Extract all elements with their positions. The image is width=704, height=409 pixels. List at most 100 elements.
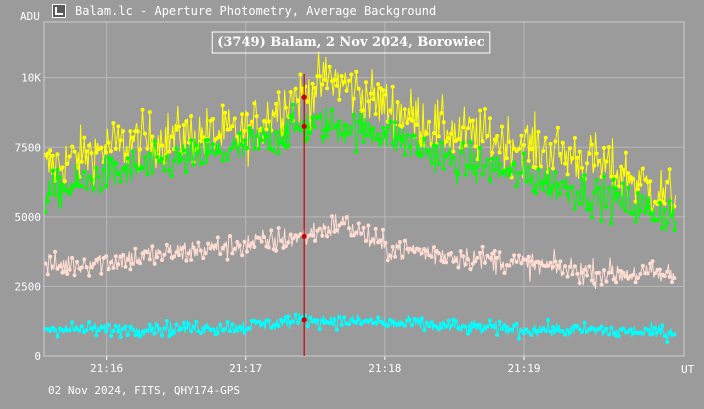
data-point	[286, 240, 291, 245]
data-point	[497, 161, 502, 166]
data-point	[65, 161, 70, 166]
data-point	[356, 119, 361, 124]
data-point	[228, 127, 232, 132]
data-point	[164, 154, 169, 159]
data-point	[109, 157, 113, 162]
data-point	[317, 114, 322, 119]
data-point	[310, 115, 315, 120]
data-point	[575, 324, 580, 329]
data-point	[225, 320, 230, 324]
data-point	[126, 257, 130, 262]
data-point	[514, 321, 519, 326]
data-point	[48, 254, 53, 259]
data-point	[230, 124, 235, 129]
data-point	[563, 185, 568, 190]
data-point	[531, 262, 536, 267]
data-point	[351, 112, 356, 117]
data-point	[650, 331, 655, 336]
data-point	[580, 177, 585, 181]
data-point	[434, 324, 439, 329]
data-point	[427, 148, 432, 152]
data-point	[174, 250, 179, 255]
data-point	[104, 254, 109, 259]
data-point	[405, 121, 410, 125]
data-point	[524, 327, 529, 332]
data-point	[497, 150, 502, 155]
data-point	[317, 327, 322, 331]
data-point	[87, 320, 92, 324]
data-point	[356, 86, 361, 91]
data-point	[89, 265, 94, 269]
data-point	[196, 149, 201, 154]
data-point	[439, 325, 444, 330]
data-point	[162, 326, 167, 331]
data-point	[497, 250, 502, 255]
data-point	[106, 322, 111, 327]
data-point	[572, 206, 577, 211]
data-point	[94, 333, 99, 338]
data-point	[458, 327, 463, 332]
data-point	[257, 146, 262, 151]
data-point	[665, 340, 670, 344]
data-point	[645, 327, 650, 332]
data-point	[330, 321, 334, 326]
data-point	[529, 177, 534, 182]
data-point	[96, 328, 101, 333]
data-point	[220, 245, 225, 250]
data-point	[223, 327, 228, 332]
cursor-marker	[301, 123, 307, 129]
data-point	[599, 219, 604, 223]
data-point	[347, 130, 351, 135]
data-point	[242, 138, 247, 143]
data-point	[72, 149, 77, 154]
data-point	[315, 318, 320, 323]
data-point	[147, 322, 152, 327]
data-point	[519, 133, 524, 138]
data-point	[162, 252, 167, 257]
data-point	[526, 330, 531, 334]
data-point	[293, 86, 298, 91]
data-point	[230, 145, 235, 150]
data-point	[344, 123, 349, 128]
data-point	[378, 238, 383, 243]
data-point	[517, 146, 521, 151]
data-point	[480, 139, 485, 144]
x-tick-label: 21:19	[507, 362, 540, 375]
data-point	[89, 151, 94, 156]
data-point	[325, 86, 330, 91]
data-point	[55, 334, 60, 339]
data-point	[96, 174, 101, 179]
data-point	[356, 221, 361, 226]
data-point	[123, 164, 128, 169]
grid-lines	[44, 22, 684, 360]
data-point	[276, 324, 281, 329]
data-point	[337, 97, 342, 102]
data-point	[577, 201, 582, 206]
data-point	[189, 114, 194, 118]
data-point	[223, 151, 228, 156]
photometry-app-icon[interactable]	[52, 4, 66, 18]
data-point	[145, 146, 150, 151]
data-point	[286, 144, 291, 148]
data-point	[594, 151, 599, 156]
data-point	[478, 250, 483, 255]
data-point	[628, 327, 633, 332]
data-point	[383, 130, 388, 135]
data-point	[354, 320, 359, 325]
data-point	[461, 125, 466, 130]
data-point	[398, 240, 402, 244]
data-point	[189, 138, 194, 143]
data-point	[568, 264, 572, 269]
data-point	[262, 131, 266, 136]
data-point	[427, 324, 432, 329]
data-point	[259, 138, 264, 143]
data-point	[172, 330, 177, 335]
data-point	[589, 215, 594, 220]
data-point	[245, 249, 249, 254]
data-point	[130, 135, 135, 140]
data-point	[653, 325, 657, 330]
data-point	[589, 142, 594, 147]
data-point	[390, 244, 395, 249]
data-point	[602, 174, 606, 179]
